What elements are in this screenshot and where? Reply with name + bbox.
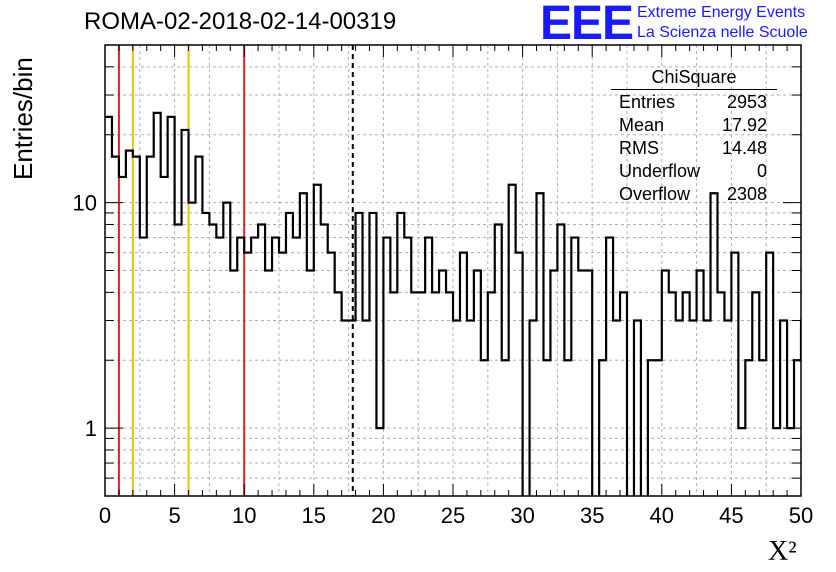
logo-line-2: La Scienza nelle Scuole [637,24,808,41]
stats-row-underflow: Underflow 0 [611,159,777,182]
stats-name: Overflow [619,184,691,204]
stats-value: 2308 [726,184,767,204]
x-tick-label: 25 [441,503,465,528]
stats-name: Mean [619,115,665,135]
x-tick-label: 40 [650,503,674,528]
stats-name: RMS [619,138,659,158]
stats-row-entries: Entries 2953 [611,90,777,113]
x-axis-label: Χ² [768,536,797,567]
stats-row-overflow: Overflow 2308 [611,182,777,205]
eee-logo: EEE [540,0,634,50]
stats-row-rms: RMS 14.48 [611,136,777,159]
stats-value: 0 [756,161,767,181]
y-tick-label: 1 [85,416,97,441]
stats-name: Entries [619,92,676,112]
stats-box: ChiSquare Entries 2953 Mean 17.92 RMS 14… [611,67,777,205]
x-tick-label: 35 [580,503,604,528]
stats-value: 17.92 [721,115,767,135]
y-tick-label: 10 [73,191,97,216]
x-tick-label: 0 [99,503,111,528]
x-tick-label: 45 [719,503,743,528]
stats-value: 14.48 [721,138,767,158]
x-tick-label: 30 [510,503,534,528]
stats-name: Underflow [619,161,701,181]
stats-title: ChiSquare [611,67,777,90]
stats-value: 2953 [726,92,767,112]
stats-row-mean: Mean 17.92 [611,113,777,136]
y-axis-label: Entries/bin [8,57,38,180]
logo-line-1: Extreme Energy Events [637,4,806,21]
x-tick-label: 20 [371,503,395,528]
x-tick-label: 15 [302,503,326,528]
chart-title: ROMA-02-2018-02-14-00319 [84,8,397,35]
histogram-series [105,111,801,496]
x-tick-label: 10 [232,503,256,528]
x-tick-label: 5 [168,503,180,528]
x-tick-label: 50 [789,503,813,528]
